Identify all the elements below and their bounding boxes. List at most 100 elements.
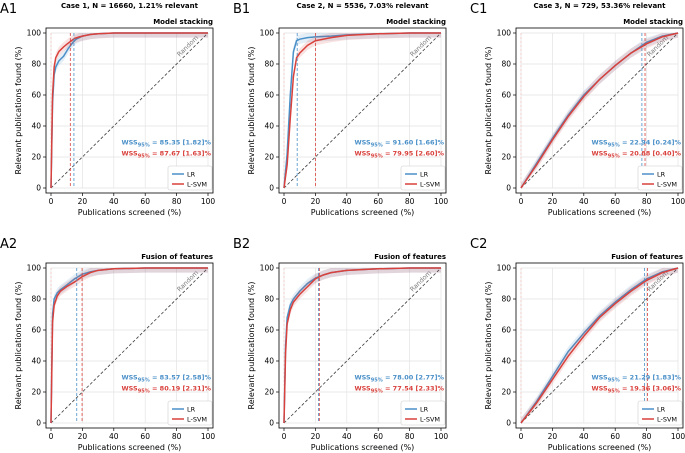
y-axis-label: Relevant publications found (%) xyxy=(247,47,256,175)
y-tick-label: 60 xyxy=(31,91,41,100)
panel-title: Case 2, N = 5536, 7.03% relevant xyxy=(296,2,429,10)
x-tick-label: 20 xyxy=(78,432,88,441)
x-tick-label: 60 xyxy=(140,197,150,206)
y-tick-label: 60 xyxy=(264,326,274,335)
random-baseline xyxy=(520,267,679,424)
legend-label-l-svm: L-SVM xyxy=(187,415,207,423)
y-tick-label: 40 xyxy=(264,357,274,366)
panel-letter: C1 xyxy=(470,2,487,17)
y-tick-label: 40 xyxy=(31,357,41,366)
y-tick-label: 40 xyxy=(501,122,511,131)
x-axis-label: Publications screened (%) xyxy=(78,443,182,452)
y-tick-label: 0 xyxy=(269,419,274,428)
plot-frame xyxy=(45,262,214,429)
x-tick-label: 80 xyxy=(172,197,182,206)
plot-frame xyxy=(515,262,684,429)
wss-annotation-lr: WSS95% = 83.57 [2.58]% xyxy=(121,374,211,384)
y-tick-label: 20 xyxy=(31,388,41,397)
x-tick-label: 60 xyxy=(373,197,383,206)
series-band-l-svm xyxy=(521,268,678,423)
panel-letter: C2 xyxy=(470,237,487,252)
legend-label-lr: LR xyxy=(657,405,666,413)
y-tick-label: 60 xyxy=(501,326,511,335)
series-band-l-svm xyxy=(51,268,208,423)
y-tick-label: 20 xyxy=(264,153,274,162)
legend-label-lr: LR xyxy=(420,170,429,178)
panel-a2: 0 20 40 60 80 100 0 20 40 60 80 100 Publications scr… xyxy=(0,237,215,452)
y-tick-label: 20 xyxy=(501,153,511,162)
stage-title: Fusion of features xyxy=(141,253,213,261)
x-tick-label: 20 xyxy=(78,197,88,206)
stage-title: Fusion of features xyxy=(611,253,683,261)
y-axis-label: Relevant publications found (%) xyxy=(14,47,23,175)
y-axis-label: Relevant publications found (%) xyxy=(14,282,23,410)
y-axis-label: Relevant publications found (%) xyxy=(484,282,493,410)
x-tick-label: 0 xyxy=(519,432,524,441)
panel-c1: 0 20 40 60 80 100 0 20 40 60 80 100 Publications scr… xyxy=(470,2,685,217)
y-tick-label: 20 xyxy=(31,153,41,162)
wss-annotation-l-svm: WSS95% = 77.54 [2.33]% xyxy=(354,385,444,395)
y-tick-label: 60 xyxy=(264,91,274,100)
x-tick-label: 80 xyxy=(172,432,182,441)
y-tick-label: 0 xyxy=(506,184,511,193)
legend-label-lr: LR xyxy=(657,170,666,178)
y-tick-label: 100 xyxy=(497,29,512,38)
plot-frame xyxy=(278,27,447,194)
series-band-l-svm xyxy=(51,33,208,188)
y-tick-label: 80 xyxy=(31,60,41,69)
series-band-lr xyxy=(51,268,208,423)
x-tick-label: 80 xyxy=(642,197,652,206)
random-baseline xyxy=(283,32,442,189)
plot-frame xyxy=(515,27,684,194)
series-line-l-svm xyxy=(520,32,679,189)
x-tick-label: 100 xyxy=(671,197,685,206)
x-tick-label: 60 xyxy=(140,432,150,441)
x-axis-label: Publications screened (%) xyxy=(548,208,652,217)
legend-label-lr: LR xyxy=(187,170,196,178)
y-tick-label: 0 xyxy=(36,419,41,428)
wss-annotation-lr: WSS95% = 85.35 [1.82]% xyxy=(121,139,211,149)
x-tick-label: 80 xyxy=(405,432,415,441)
x-tick-label: 40 xyxy=(342,432,352,441)
random-baseline xyxy=(283,267,442,424)
panel-letter: B2 xyxy=(233,237,250,252)
panel-letter: A2 xyxy=(0,237,17,252)
x-tick-label: 100 xyxy=(201,432,216,441)
wss-annotation-l-svm: WSS95% = 87.67 [1.63]% xyxy=(121,150,211,160)
y-tick-label: 60 xyxy=(31,326,41,335)
y-tick-label: 80 xyxy=(264,60,274,69)
x-tick-label: 20 xyxy=(548,432,558,441)
y-tick-label: 0 xyxy=(36,184,41,193)
legend-label-lr: LR xyxy=(187,405,196,413)
wss-annotation-lr: WSS95% = 78.00 [2.77]% xyxy=(354,374,444,384)
x-tick-label: 0 xyxy=(282,432,287,441)
panel-c2: 0 20 40 60 80 100 0 20 40 60 80 100 Publications scr… xyxy=(470,237,685,452)
x-tick-label: 0 xyxy=(49,432,54,441)
wss-annotation-l-svm: WSS95% = 19.36 [3.06]% xyxy=(591,385,681,395)
random-baseline xyxy=(520,32,679,189)
y-tick-label: 40 xyxy=(264,122,274,131)
random-baseline xyxy=(50,267,209,424)
x-tick-label: 0 xyxy=(49,197,54,206)
x-tick-label: 40 xyxy=(579,432,589,441)
series-line-lr xyxy=(520,267,679,424)
y-tick-label: 80 xyxy=(264,295,274,304)
x-tick-label: 40 xyxy=(109,197,119,206)
x-axis-label: Publications screened (%) xyxy=(548,443,652,452)
x-tick-label: 100 xyxy=(434,197,449,206)
legend-label-lr: LR xyxy=(420,405,429,413)
wss-annotation-lr: WSS95% = 21.29 [1.83]% xyxy=(591,374,681,384)
x-tick-label: 100 xyxy=(434,432,449,441)
y-tick-label: 100 xyxy=(260,29,275,38)
x-tick-label: 100 xyxy=(201,197,216,206)
wss-annotation-l-svm: WSS95% = 79.95 [2.60]% xyxy=(354,150,444,160)
y-tick-label: 0 xyxy=(506,419,511,428)
stage-title: Model stacking xyxy=(623,18,683,26)
y-tick-label: 80 xyxy=(501,295,511,304)
plot-frame xyxy=(278,262,447,429)
y-tick-label: 100 xyxy=(27,29,42,38)
plot-frame xyxy=(45,27,214,194)
x-tick-label: 20 xyxy=(311,432,321,441)
x-axis-label: Publications screened (%) xyxy=(311,443,415,452)
